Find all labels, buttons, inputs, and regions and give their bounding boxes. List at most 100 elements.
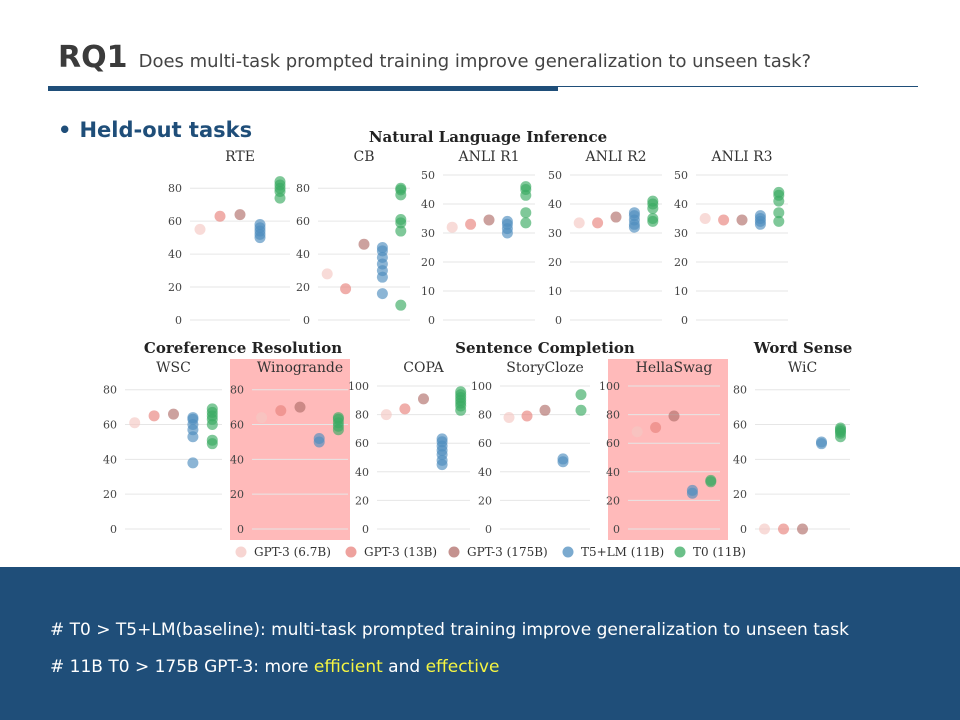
data-point-t0 bbox=[520, 217, 532, 229]
data-point-gpt3-6-7b bbox=[759, 523, 770, 535]
rq-label: RQ1 bbox=[58, 40, 128, 75]
legend-marker-t5lm bbox=[562, 546, 574, 558]
data-point-gpt3-13b bbox=[521, 410, 533, 422]
y-tick-label: 0 bbox=[362, 523, 369, 536]
data-point-t0 bbox=[520, 181, 532, 193]
y-tick-label: 0 bbox=[428, 314, 435, 327]
data-point-gpt3-13b bbox=[399, 403, 411, 415]
y-tick-label: 50 bbox=[421, 169, 435, 182]
data-point-t0 bbox=[206, 434, 218, 446]
data-point-gpt3-6-7b bbox=[446, 221, 458, 233]
panel-title: WSC bbox=[156, 360, 191, 376]
panel-title: StoryCloze bbox=[506, 360, 584, 376]
y-tick-label: 100 bbox=[348, 380, 369, 393]
data-point-t0 bbox=[647, 213, 659, 224]
footer-banner: # T0 > T5+LM(baseline): multi-task promp… bbox=[0, 567, 960, 720]
legend-label: T5+LM (11B) bbox=[581, 545, 664, 559]
y-tick-label: 40 bbox=[606, 466, 620, 479]
footer-and: and bbox=[382, 657, 426, 677]
y-tick-label: 20 bbox=[355, 494, 369, 507]
y-tick-label: 10 bbox=[674, 285, 688, 298]
data-point-t0 bbox=[206, 403, 218, 415]
y-tick-label: 0 bbox=[175, 314, 182, 327]
data-point-t5lm bbox=[313, 432, 325, 444]
data-point-t5lm bbox=[816, 436, 827, 448]
y-tick-label: 60 bbox=[230, 419, 244, 432]
data-point-t0 bbox=[705, 474, 717, 486]
data-point-t5lm bbox=[187, 412, 199, 424]
data-point-gpt3-175b bbox=[234, 209, 246, 221]
y-tick-label: 80 bbox=[103, 384, 117, 397]
y-tick-label: 20 bbox=[168, 281, 182, 294]
footer-efficient: efficient bbox=[313, 657, 383, 677]
data-point-gpt3-13b bbox=[465, 218, 477, 230]
legend-label: GPT-3 (175B) bbox=[467, 545, 548, 559]
y-tick-label: 10 bbox=[548, 285, 562, 298]
data-point-gpt3-6-7b bbox=[573, 217, 585, 229]
data-point-gpt3-6-7b bbox=[503, 411, 515, 423]
y-tick-label: 40 bbox=[296, 248, 310, 261]
data-point-t0 bbox=[773, 207, 785, 219]
y-tick-label: 0 bbox=[555, 314, 562, 327]
y-tick-label: 40 bbox=[168, 248, 182, 261]
data-point-t5lm bbox=[254, 218, 266, 230]
y-tick-label: 10 bbox=[421, 285, 435, 298]
y-tick-label: 80 bbox=[355, 409, 369, 422]
data-point-gpt3-13b bbox=[778, 523, 789, 535]
data-point-gpt3-175b bbox=[418, 393, 429, 405]
data-point-t0 bbox=[395, 299, 407, 311]
data-point-gpt3-6-7b bbox=[321, 268, 333, 280]
data-point-t5lm bbox=[754, 210, 766, 222]
y-tick-label: 0 bbox=[740, 523, 747, 536]
highlight-box-winogrande bbox=[230, 359, 350, 540]
y-tick-label: 100 bbox=[471, 380, 492, 393]
y-tick-label: 20 bbox=[606, 494, 620, 507]
research-question: Does multi-task prompted training improv… bbox=[138, 51, 812, 72]
y-tick-label: 20 bbox=[674, 256, 688, 269]
data-point-gpt3-175b bbox=[668, 410, 680, 422]
data-point-gpt3-175b bbox=[483, 214, 495, 226]
panel-title: COPA bbox=[403, 360, 444, 376]
panel-title: RTE bbox=[225, 149, 255, 165]
y-tick-label: 20 bbox=[733, 488, 747, 501]
data-point-t0 bbox=[332, 412, 344, 424]
y-tick-label: 80 bbox=[296, 182, 310, 195]
data-point-gpt3-13b bbox=[592, 217, 604, 229]
data-point-gpt3-13b bbox=[340, 283, 352, 295]
data-point-gpt3-175b bbox=[736, 214, 748, 226]
y-tick-label: 0 bbox=[485, 523, 492, 536]
legend-label: GPT-3 (13B) bbox=[364, 545, 437, 559]
slide-header: RQ1 Does multi-task prompted training im… bbox=[58, 40, 811, 75]
footer-effective: effective bbox=[425, 657, 500, 677]
data-point-gpt3-13b bbox=[148, 410, 160, 422]
y-tick-label: 50 bbox=[548, 169, 562, 182]
panel-title: CB bbox=[354, 149, 375, 165]
data-point-gpt3-175b bbox=[797, 523, 808, 535]
data-point-gpt3-13b bbox=[650, 421, 662, 433]
y-tick-label: 40 bbox=[733, 453, 747, 466]
footer-line-2: # 11B T0 > 175B GPT-3: more efficient an… bbox=[50, 657, 499, 677]
y-tick-label: 0 bbox=[681, 314, 688, 327]
bullet-text: Held-out tasks bbox=[79, 118, 253, 142]
y-tick-label: 40 bbox=[355, 466, 369, 479]
y-tick-label: 80 bbox=[606, 409, 620, 422]
y-tick-label: 20 bbox=[548, 256, 562, 269]
data-point-t0 bbox=[395, 225, 407, 237]
y-tick-label: 60 bbox=[103, 419, 117, 432]
data-point-t5lm bbox=[436, 433, 448, 445]
data-point-t5lm bbox=[628, 207, 640, 219]
data-point-gpt3-6-7b bbox=[129, 417, 141, 429]
legend-label: GPT-3 (6.7B) bbox=[254, 545, 331, 559]
data-point-t5lm bbox=[376, 242, 388, 254]
y-tick-label: 60 bbox=[355, 437, 369, 450]
data-point-t0 bbox=[455, 386, 467, 398]
y-tick-label: 80 bbox=[733, 384, 747, 397]
y-tick-label: 0 bbox=[613, 523, 620, 536]
data-point-gpt3-175b bbox=[539, 404, 551, 416]
legend-label: T0 (11B) bbox=[693, 545, 746, 559]
group-title-word-sense: Word Sense bbox=[753, 339, 853, 357]
y-tick-label: 50 bbox=[674, 169, 688, 182]
y-tick-label: 60 bbox=[168, 215, 182, 228]
y-tick-label: 60 bbox=[478, 437, 492, 450]
y-tick-label: 20 bbox=[230, 488, 244, 501]
